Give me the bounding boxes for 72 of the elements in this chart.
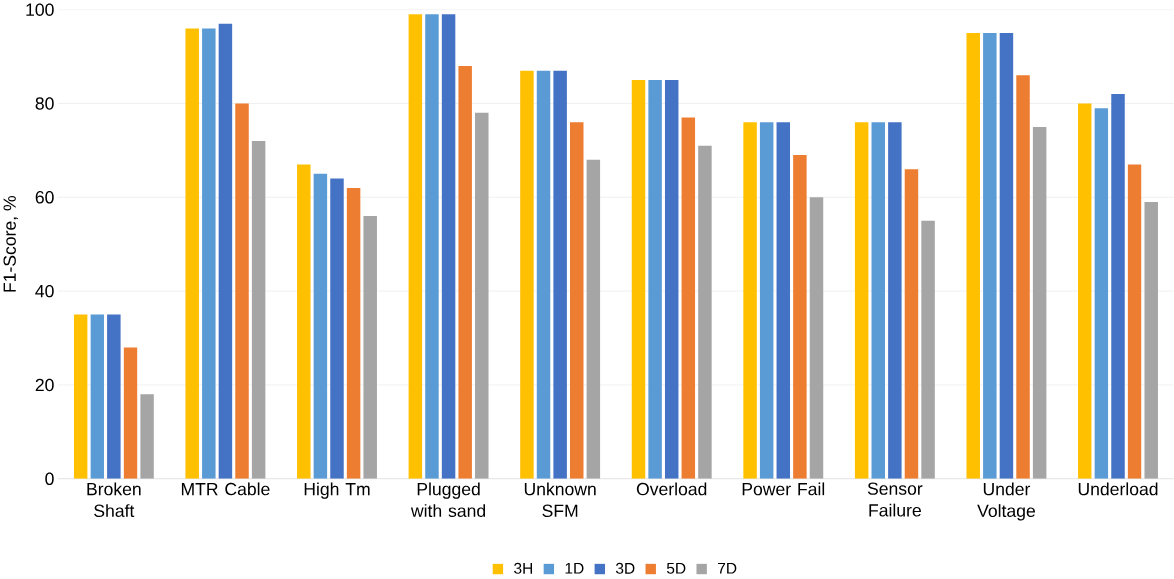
bar — [408, 14, 423, 479]
bar — [218, 23, 233, 479]
bar — [536, 70, 551, 479]
bar — [983, 32, 997, 479]
bar — [743, 122, 757, 479]
bar — [251, 140, 266, 479]
bar — [140, 394, 154, 479]
bar — [1016, 75, 1030, 479]
legend-label: 5D — [666, 562, 686, 574]
bar — [330, 178, 344, 479]
bar — [553, 70, 567, 479]
bar — [871, 122, 885, 479]
bar — [759, 122, 774, 479]
x-tick-label: MTR Cable — [181, 482, 270, 496]
bar — [90, 314, 104, 479]
bar — [1127, 164, 1142, 479]
bar — [888, 122, 902, 479]
legend-label: 1D — [565, 562, 584, 574]
bar — [1111, 93, 1125, 479]
bar — [425, 14, 439, 479]
bar — [664, 79, 679, 479]
legend-label: 3H — [514, 562, 533, 574]
y-axis-title: F1-Score, % — [3, 195, 18, 292]
x-tick-label: Under Voltage — [977, 482, 1035, 521]
legend-label: 7D — [718, 562, 737, 574]
bar — [1144, 201, 1158, 479]
bar — [458, 65, 472, 479]
bar — [999, 32, 1014, 479]
bar — [202, 28, 216, 479]
bar — [363, 215, 377, 479]
bar — [681, 117, 696, 479]
x-tick-label: Sensor Failure — [867, 482, 923, 517]
x-tick-label: Broken Shaft — [87, 482, 141, 517]
x-tick-label: High Tm — [304, 482, 370, 499]
bar — [1094, 108, 1109, 479]
bar — [1032, 126, 1047, 479]
bar — [313, 173, 328, 479]
legend-label: 3D — [615, 562, 635, 574]
bar — [520, 70, 534, 479]
y-tick-label: 60 — [35, 190, 54, 204]
y-tick-label: 80 — [35, 97, 54, 110]
bar — [793, 154, 807, 479]
bar — [185, 28, 199, 479]
x-tick-label: Unknown SFM — [524, 482, 596, 517]
y-tick-label: 20 — [35, 378, 54, 391]
bar — [698, 145, 712, 479]
y-tick-label: 100 — [26, 3, 54, 16]
bar — [123, 347, 138, 479]
x-tick-label: Plugged with sand — [410, 482, 486, 517]
bar — [966, 32, 980, 479]
bar — [586, 159, 601, 479]
bar — [441, 14, 456, 479]
bar — [235, 103, 249, 479]
x-tick-label: Overload — [636, 482, 707, 496]
bar — [475, 112, 489, 479]
bar — [921, 220, 935, 479]
y-tick-label: 0 — [45, 472, 54, 485]
bar — [648, 79, 662, 479]
bar — [346, 187, 361, 479]
x-tick-label: Underload — [1078, 482, 1158, 496]
bar — [73, 314, 88, 479]
bar — [570, 122, 584, 479]
x-tick-label: Power Fail — [742, 482, 825, 496]
bar — [809, 197, 824, 479]
bar — [776, 122, 791, 479]
y-tick-label: 40 — [35, 284, 54, 298]
bar — [904, 168, 919, 479]
bar — [1078, 103, 1092, 479]
bar — [297, 164, 311, 479]
bar — [107, 314, 121, 479]
bar — [631, 79, 646, 479]
bar — [854, 122, 869, 479]
